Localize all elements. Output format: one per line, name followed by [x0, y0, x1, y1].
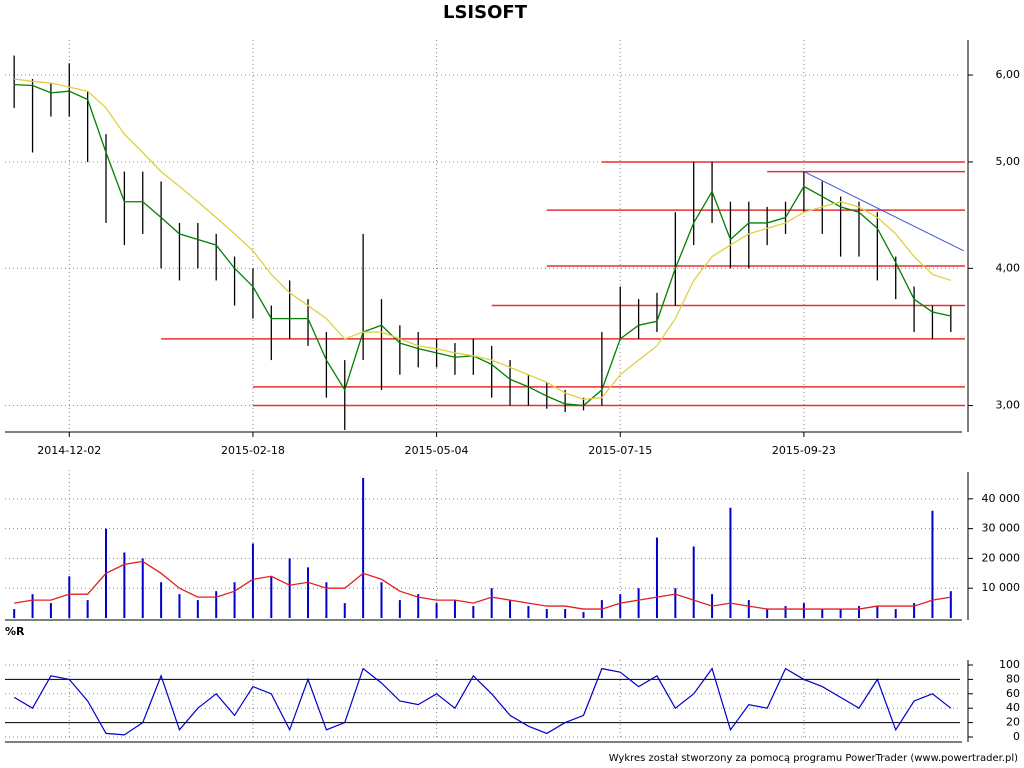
volume-bar — [692, 546, 695, 618]
volume-bar — [637, 588, 640, 618]
volume-average — [14, 560, 951, 610]
volume-bar — [31, 594, 34, 618]
volume-bar — [545, 609, 548, 618]
volume-bar — [913, 603, 916, 618]
volume-bar — [490, 588, 493, 618]
volume-bar — [233, 582, 236, 618]
volume-bar — [949, 591, 952, 618]
moving-average — [14, 84, 951, 407]
volume-bar — [839, 609, 842, 618]
x-tick-label: 2014-12-02 — [37, 444, 101, 457]
x-tick-label: 2015-05-04 — [405, 444, 469, 457]
volume-bar — [931, 510, 934, 618]
volume-bar — [398, 600, 401, 618]
volume-bar — [655, 537, 658, 618]
volume-bar — [821, 609, 824, 618]
volume-bar — [13, 609, 16, 618]
volume-bar — [251, 543, 254, 618]
volume-bar — [215, 591, 218, 618]
volume-bar — [747, 600, 750, 618]
y-tick-label: 60 — [1006, 687, 1020, 700]
volume-bar — [802, 603, 805, 618]
y-tick-label: 4,00 — [996, 261, 1021, 274]
volume-bar — [141, 558, 144, 618]
volume-bar — [178, 594, 181, 618]
volume-bar — [380, 582, 383, 618]
moving-average — [14, 78, 952, 400]
y-tick-label: 100 — [999, 658, 1020, 671]
y-tick-label: 5,00 — [996, 155, 1021, 168]
volume-bar — [86, 600, 89, 618]
x-tick-label: 2015-09-23 — [772, 444, 836, 457]
volume-bar — [472, 606, 475, 618]
y-tick-label: 40 000 — [982, 492, 1021, 505]
volume-bar — [619, 594, 622, 618]
x-tick-label: 2015-02-18 — [221, 444, 285, 457]
volume-bar — [160, 582, 163, 618]
volume-bar — [435, 603, 438, 618]
volume-bar — [362, 477, 365, 618]
volume-bar — [527, 606, 530, 618]
y-tick-label: 40 — [1006, 701, 1020, 714]
y-tick-label: 80 — [1006, 672, 1020, 685]
volume-bar — [509, 600, 512, 618]
y-tick-label: 0 — [1013, 730, 1020, 743]
volume-bar — [123, 552, 126, 618]
volume-bar — [876, 606, 879, 618]
volume-bar — [729, 507, 732, 618]
volume-bar — [857, 606, 860, 618]
y-tick-label: 30 000 — [982, 522, 1021, 535]
y-tick-label: 20 000 — [982, 551, 1021, 564]
volume-bar — [49, 603, 52, 618]
footer: Wykres został stworzony za pomocą progra… — [609, 753, 1018, 764]
volume-bar — [343, 603, 346, 618]
trend-line — [803, 171, 964, 252]
y-tick-label: 10 000 — [982, 581, 1021, 594]
y-tick-label: 6,00 — [996, 68, 1021, 81]
volume-bar — [68, 576, 71, 618]
volume-bar — [417, 594, 420, 618]
volume-bar — [766, 609, 769, 618]
volume-bar — [453, 600, 456, 618]
panel-title: %R — [5, 625, 25, 638]
volume-bar — [894, 609, 897, 618]
volume-bar — [270, 576, 273, 618]
y-tick-label: 3,00 — [996, 399, 1021, 412]
x-tick-label: 2015-07-15 — [588, 444, 652, 457]
chart-title: LSISOFT — [443, 2, 528, 23]
wr-line — [13, 667, 952, 736]
volume-bar — [288, 558, 291, 618]
volume-bar — [307, 567, 310, 618]
volume-bar — [784, 606, 787, 618]
volume-bar — [674, 588, 677, 618]
volume-bar — [325, 582, 328, 618]
volume-bar — [196, 600, 199, 618]
volume-bar — [582, 612, 585, 618]
volume-bar — [564, 609, 567, 618]
y-tick-label: 20 — [1006, 716, 1020, 729]
